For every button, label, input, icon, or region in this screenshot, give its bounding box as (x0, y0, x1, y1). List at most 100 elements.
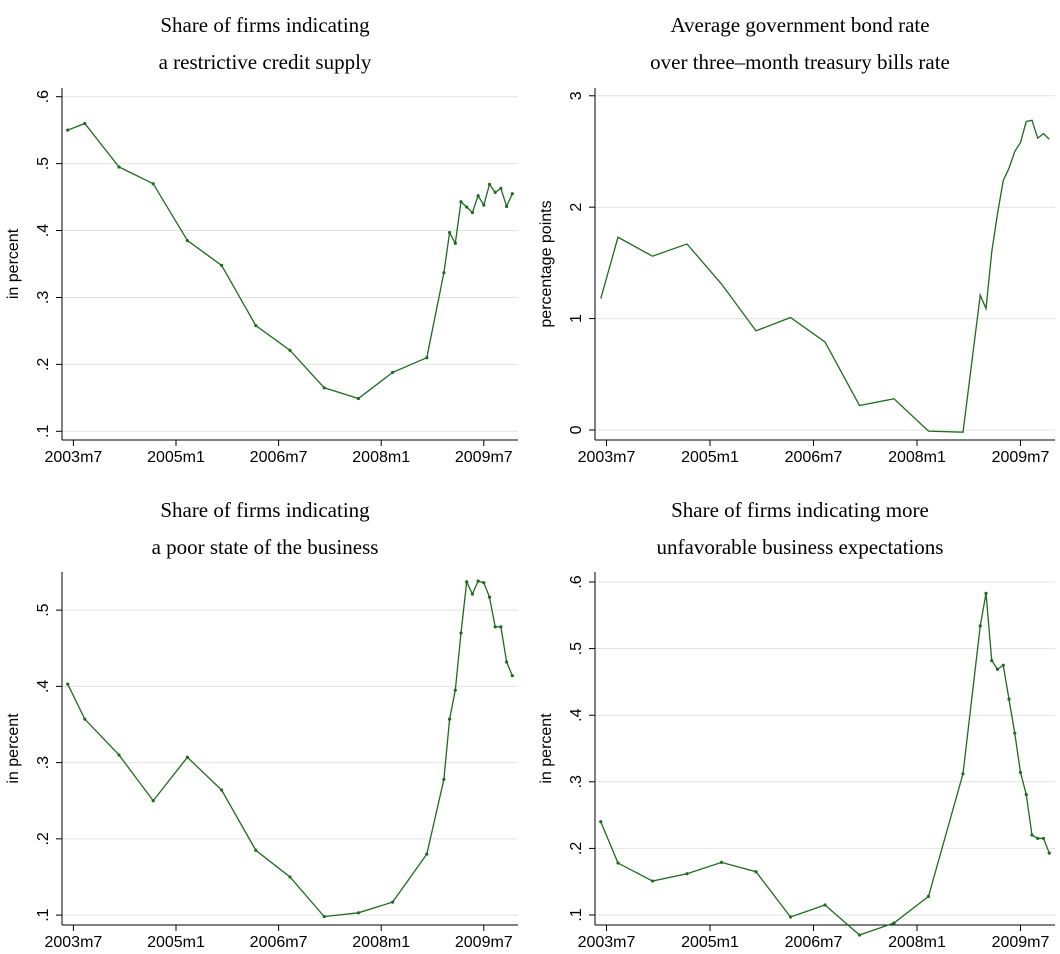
chart-title: unfavorable business expectations (657, 535, 944, 559)
data-point (1030, 833, 1034, 837)
data-point (510, 674, 514, 678)
y-tick-label: .3 (35, 291, 52, 304)
data-point (505, 204, 509, 209)
y-tick-label: 0 (568, 425, 585, 434)
data-point (117, 165, 121, 169)
x-tick-label: 2003m7 (44, 449, 102, 466)
data-point (487, 595, 492, 599)
y-tick-label: .1 (35, 908, 52, 921)
chart-panel: Share of firms indicating a poor state of… (5, 498, 518, 951)
data-point (288, 348, 292, 352)
data-point (1001, 663, 1005, 667)
chart-title: Share of firms indicating (160, 13, 370, 37)
data-point (1018, 770, 1023, 775)
x-tick-label: 2009m7 (992, 934, 1050, 951)
y-tick-label: 3 (568, 91, 585, 100)
y-tick-label: .5 (35, 157, 52, 170)
data-point (83, 717, 87, 721)
x-tick-label: 2005m1 (147, 934, 205, 951)
data-point (442, 271, 446, 275)
data-line (67, 122, 513, 400)
y-axis-label: in percent (5, 713, 22, 784)
data-point (476, 579, 480, 583)
x-tick-label: 2009m7 (455, 449, 513, 466)
data-point (1047, 851, 1051, 855)
x-tick-label: 2009m7 (455, 934, 513, 951)
data-point (151, 799, 155, 803)
data-point (1036, 836, 1040, 841)
data-point (823, 903, 827, 907)
y-tick-label: .1 (35, 425, 52, 438)
chart-title: a restrictive credit supply (159, 50, 372, 74)
x-tick-label: 2009m7 (992, 449, 1050, 466)
data-point (499, 625, 503, 629)
data-point (185, 238, 189, 243)
data-point (254, 323, 258, 328)
data-point (493, 190, 497, 194)
y-tick-label: .4 (568, 708, 585, 721)
data-point (788, 915, 793, 919)
data-point (459, 631, 463, 635)
y-tick-label: 2 (568, 203, 585, 212)
data-point (453, 688, 457, 692)
data-point (465, 580, 469, 584)
data-point (151, 182, 155, 186)
data-point (719, 860, 724, 864)
data-line (600, 119, 1050, 433)
x-tick-label: 2006m7 (250, 449, 308, 466)
chart-title: over three–month treasury bills rate (650, 50, 950, 74)
x-tick-label: 2005m1 (681, 934, 739, 951)
data-point (356, 911, 360, 915)
data-point (961, 772, 965, 776)
data-point (322, 386, 326, 390)
y-tick-label: .5 (35, 603, 52, 616)
data-line (600, 593, 1050, 936)
y-tick-label: 1 (568, 314, 585, 323)
y-tick-label: .2 (568, 842, 585, 855)
data-point (470, 210, 474, 215)
data-point (465, 205, 469, 209)
y-tick-label: .6 (35, 90, 52, 103)
y-tick-label: .1 (568, 908, 585, 921)
data-point (356, 396, 360, 401)
data-point (487, 182, 492, 186)
data-point (505, 660, 509, 664)
y-axis-label: in percent (5, 228, 22, 299)
data-point (442, 777, 446, 781)
chart-panel: Share of firms indicating a restrictive c… (5, 13, 518, 466)
data-point (995, 667, 1000, 671)
data-point (857, 933, 862, 937)
data-point (616, 861, 620, 865)
data-point (391, 370, 395, 375)
data-point (499, 186, 503, 190)
y-tick-label: .6 (568, 575, 585, 588)
data-point (391, 900, 395, 904)
y-tick-label: .2 (35, 358, 52, 371)
data-point (1024, 792, 1028, 797)
data-point (254, 848, 258, 852)
data-point (83, 121, 87, 126)
data-point (66, 682, 70, 686)
x-tick-label: 2006m7 (785, 449, 843, 466)
chart-panel: Share of firms indicating more unfavorabl… (538, 498, 1055, 951)
data-line (67, 579, 513, 918)
y-tick-label: .4 (35, 680, 52, 693)
data-point (425, 852, 429, 856)
data-point (448, 230, 452, 235)
x-tick-label: 2003m7 (578, 934, 636, 951)
data-point (1007, 697, 1011, 701)
chart-panel: Average government bond rate over three–m… (538, 13, 1055, 466)
chart-title: Share of firms indicating (160, 498, 370, 522)
y-axis-label: percentage points (538, 200, 555, 327)
data-point (892, 921, 896, 925)
data-point (926, 894, 931, 898)
x-tick-label: 2006m7 (785, 934, 843, 951)
data-point (978, 624, 982, 628)
x-tick-label: 2008m1 (352, 449, 410, 466)
data-point (510, 192, 514, 196)
data-point (599, 820, 603, 824)
data-point (685, 872, 689, 876)
data-point (650, 879, 655, 883)
x-tick-label: 2003m7 (44, 934, 102, 951)
data-point (482, 203, 486, 207)
